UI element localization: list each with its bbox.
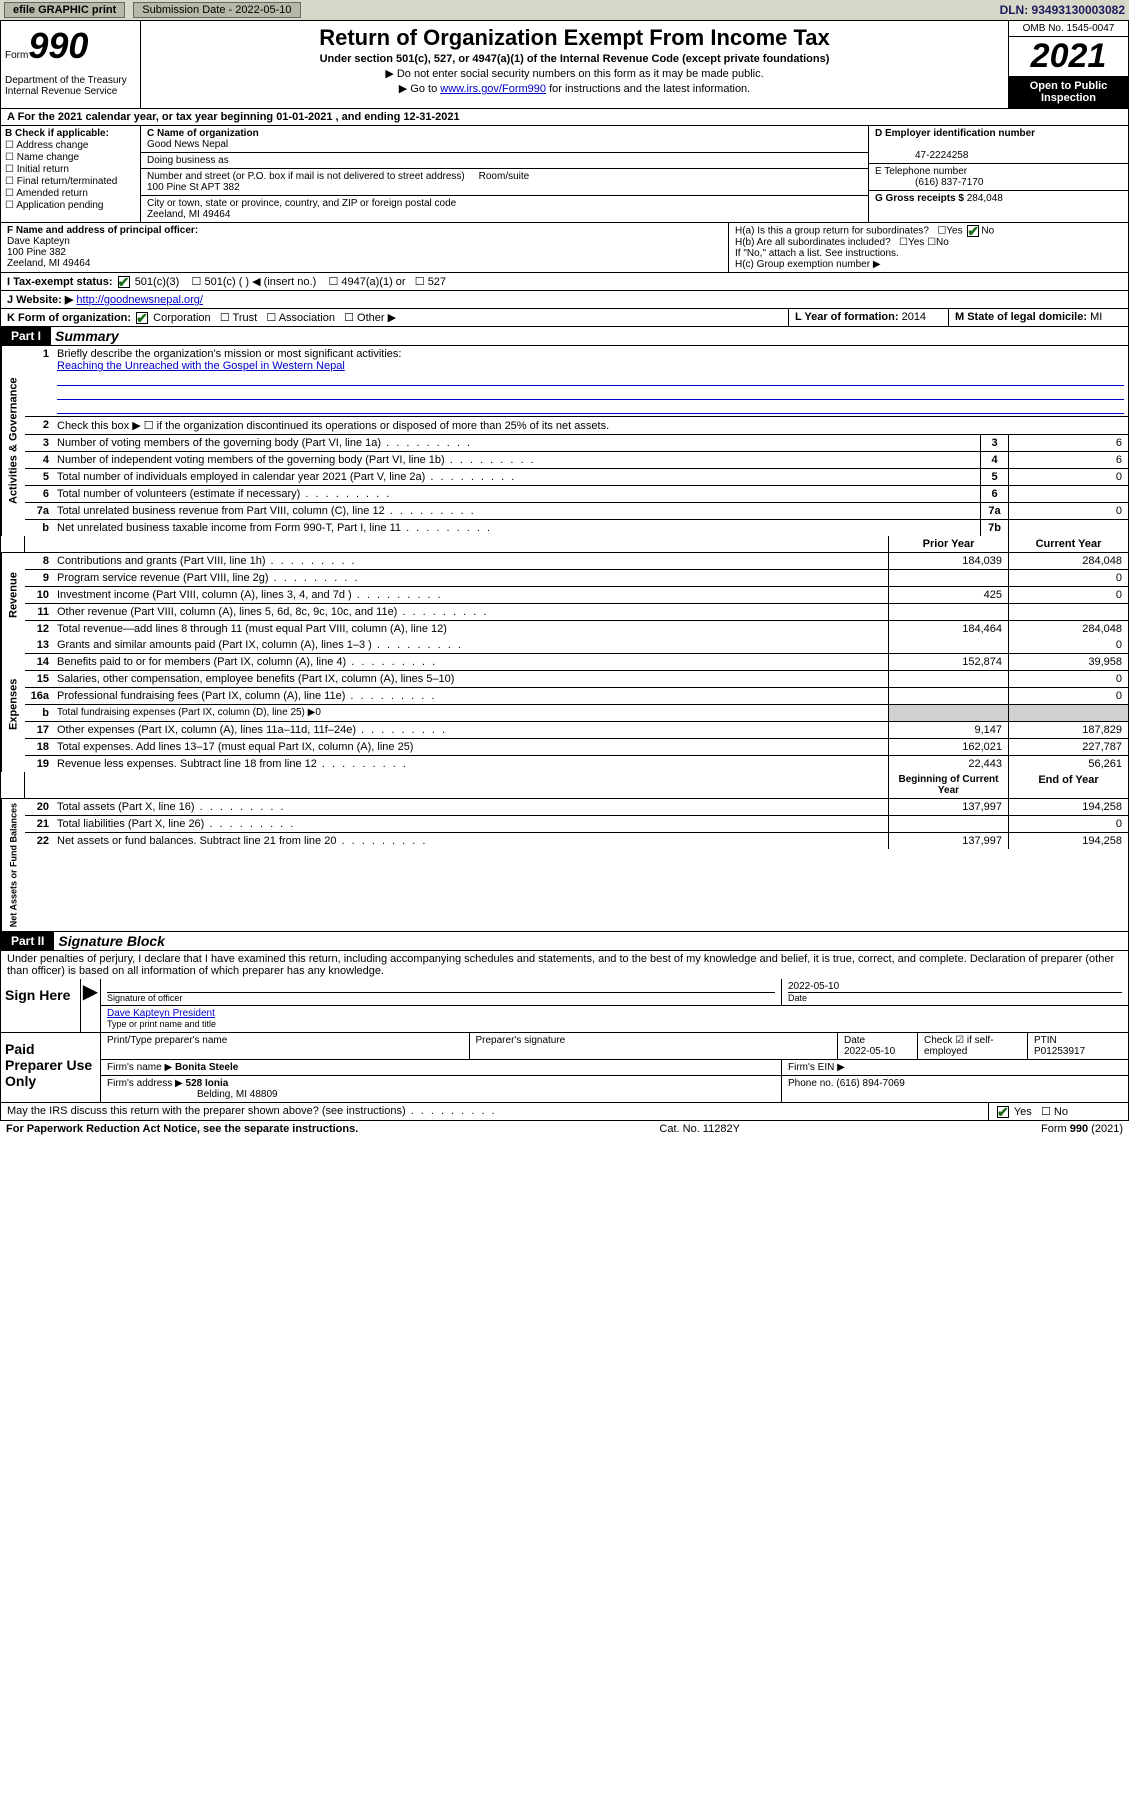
part2-header: Part II Signature Block — [0, 932, 1129, 951]
ha-no-check[interactable] — [967, 225, 979, 237]
chk-final-return[interactable]: ☐ Final return/terminated — [5, 176, 136, 187]
chk-name-change[interactable]: ☐ Name change — [5, 152, 136, 163]
omb-number: OMB No. 1545-0047 — [1009, 21, 1128, 37]
note-ssn: ▶ Do not enter social security numbers o… — [149, 67, 1000, 80]
c-name: C Name of organizationGood News Nepal — [141, 126, 868, 153]
penalty-text: Under penalties of perjury, I declare th… — [0, 951, 1129, 979]
chk-amended-return[interactable]: ☐ Amended return — [5, 188, 136, 199]
open-to-public: Open to Public Inspection — [1009, 76, 1128, 108]
form-title: Return of Organization Exempt From Incom… — [149, 25, 1000, 51]
q1: Briefly describe the organization's miss… — [57, 348, 401, 360]
c-address: Number and street (or P.O. box if mail i… — [141, 169, 868, 196]
prep-sig: Preparer's signature — [470, 1033, 839, 1059]
vtab-revenue: Revenue — [1, 553, 25, 637]
efile-button[interactable]: efile GRAPHIC print — [4, 2, 125, 18]
section-a: A For the 2021 calendar year, or tax yea… — [0, 109, 1129, 126]
beg-year-hdr: Beginning of Current Year — [888, 772, 1008, 798]
identity-block: B Check if applicable: ☐ Address change … — [0, 126, 1129, 223]
h-a: H(a) Is this a group return for subordin… — [735, 225, 1122, 237]
row-klm: K Form of organization: Corporation ☐ Tr… — [0, 309, 1129, 327]
vtab-expenses: Expenses — [1, 637, 25, 772]
website-link[interactable]: http://goodnewsnepal.org/ — [76, 294, 203, 306]
prior-year-hdr: Prior Year — [888, 536, 1008, 552]
note-goto: ▶ Go to www.irs.gov/Form990 for instruct… — [149, 82, 1000, 95]
officer-name: Dave Kapteyn President — [107, 1008, 215, 1019]
chk-initial-return[interactable]: ☐ Initial return — [5, 164, 136, 175]
c-city: City or town, state or province, country… — [141, 196, 868, 222]
page-footer: For Paperwork Reduction Act Notice, see … — [0, 1121, 1129, 1137]
d-ein: D Employer identification number47-22242… — [869, 126, 1128, 164]
row-j: J Website: ▶ http://goodnewsnepal.org/ — [0, 291, 1129, 309]
g-gross: G Gross receipts $ 284,048 — [869, 191, 1128, 222]
row-i: I Tax-exempt status: 501(c)(3) ☐ 501(c) … — [0, 273, 1129, 291]
arrow-icon: ▶ — [81, 979, 101, 1032]
chk-address-change[interactable]: ☐ Address change — [5, 140, 136, 151]
part1-header: Part I Summary — [0, 327, 1129, 346]
dept-label: Department of the Treasury Internal Reve… — [5, 75, 136, 97]
end-year-hdr: End of Year — [1008, 772, 1128, 798]
officer-block: F Name and address of principal officer:… — [0, 223, 1129, 273]
prep-name: Print/Type preparer's name — [101, 1033, 470, 1059]
h-b-note: If "No," attach a list. See instructions… — [735, 248, 1122, 259]
form-word: Form — [5, 50, 28, 61]
mission-text[interactable]: Reaching the Unreached with the Gospel i… — [57, 360, 345, 372]
dln: DLN: 93493130003082 — [1000, 3, 1125, 17]
chk-corporation[interactable] — [136, 312, 148, 324]
vtab-net-assets: Net Assets or Fund Balances — [1, 799, 25, 931]
chk-application-pending[interactable]: ☐ Application pending — [5, 200, 136, 211]
irs-link[interactable]: www.irs.gov/Form990 — [440, 83, 546, 95]
sign-here-label: Sign Here — [1, 979, 81, 1032]
form-header: Form 990 Department of the Treasury Inte… — [0, 21, 1129, 109]
submission-date: Submission Date - 2022-05-10 — [133, 2, 300, 18]
c-dba: Doing business as — [141, 153, 868, 169]
form-number: 990 — [28, 25, 88, 67]
form-subtitle: Under section 501(c), 527, or 4947(a)(1)… — [149, 53, 1000, 65]
q2: Check this box ▶ ☐ if the organization d… — [53, 417, 1128, 434]
chk-501c3[interactable] — [118, 276, 130, 288]
vtab-governance: Activities & Governance — [1, 346, 25, 536]
h-c: H(c) Group exemption number ▶ — [735, 259, 1122, 270]
tax-year: 2021 — [1009, 37, 1128, 76]
discuss-yes[interactable] — [997, 1106, 1009, 1118]
e-phone: E Telephone number(616) 837-7170 — [869, 164, 1128, 191]
h-b: H(b) Are all subordinates included? ☐Yes… — [735, 237, 1122, 248]
paid-preparer-label: Paid Preparer Use Only — [1, 1033, 101, 1102]
discuss-row: May the IRS discuss this return with the… — [0, 1103, 1129, 1121]
current-year-hdr: Current Year — [1008, 536, 1128, 552]
b-label: B Check if applicable: — [5, 128, 109, 139]
top-bar: efile GRAPHIC print Submission Date - 20… — [0, 0, 1129, 21]
